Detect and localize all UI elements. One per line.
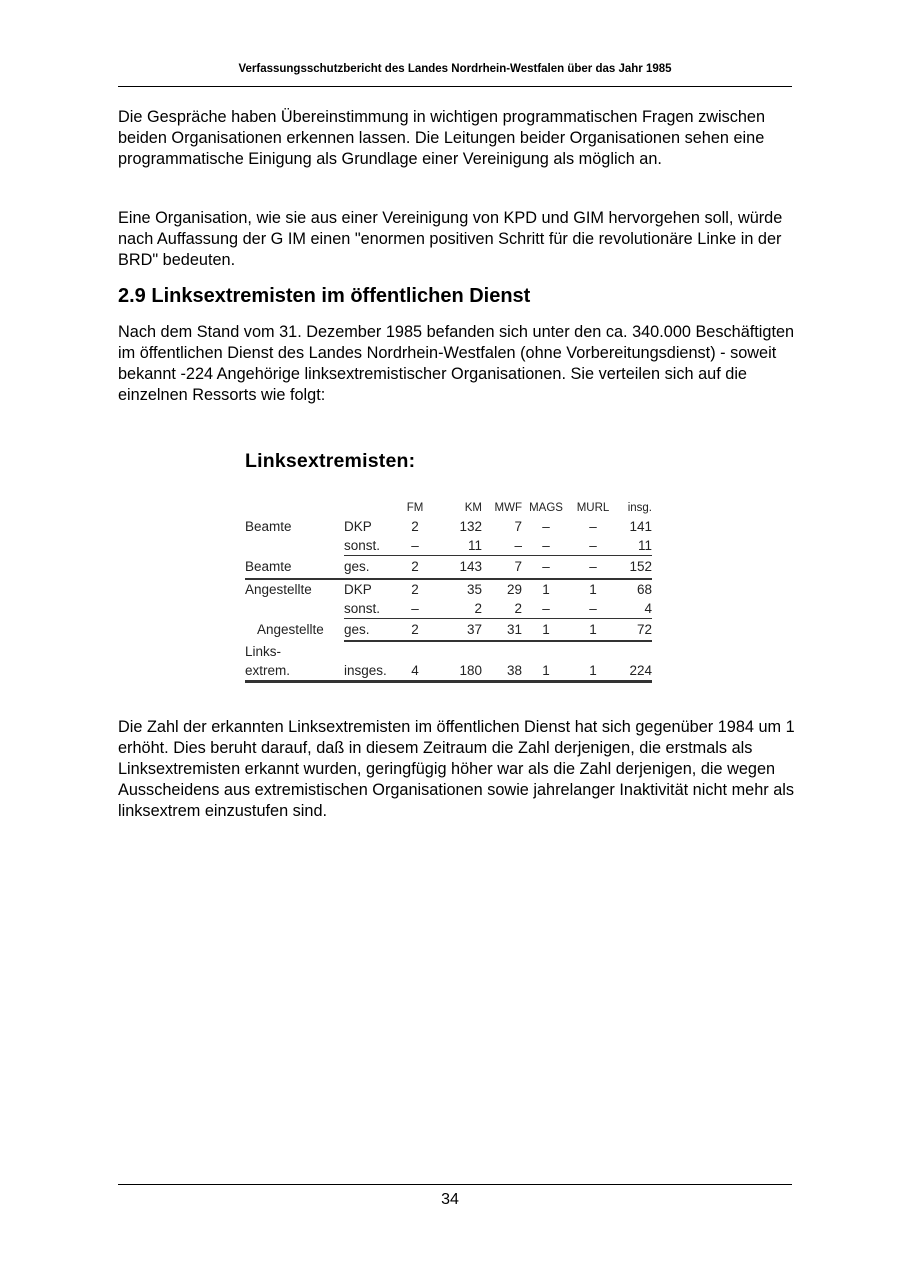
row-sub-label: sonst.	[344, 598, 400, 619]
empty-cell	[344, 500, 400, 517]
row-sub-label	[344, 641, 400, 661]
row-sub-label: DKP	[344, 519, 372, 534]
footer-rule	[118, 1184, 792, 1185]
table-cell: 38	[482, 661, 522, 683]
table-cell: 72	[616, 618, 652, 642]
running-header: Verfassungsschutzbericht des Landes Nord…	[238, 63, 672, 75]
table-cell: 31	[482, 618, 522, 642]
table-cell: 2	[411, 519, 419, 534]
table-cell: 11	[430, 536, 482, 556]
header-rule	[118, 86, 792, 87]
table-cell: 2	[430, 598, 482, 619]
table-cell: 2	[400, 618, 430, 642]
row-sub-label: sonst.	[344, 536, 400, 556]
table-cell: 35	[466, 581, 482, 597]
table-cell: 2	[482, 598, 522, 619]
table-cell: 7	[514, 519, 522, 534]
table-cell: 1	[570, 661, 616, 683]
paragraph-3: Nach dem Stand vom 31. Dezember 1985 bef…	[118, 323, 795, 404]
table-cell: 1	[522, 618, 570, 642]
page-number: 34	[441, 1191, 459, 1208]
table-cell	[570, 641, 616, 661]
row-group-label: extrem.	[245, 661, 344, 683]
table-cell: 4	[616, 598, 652, 619]
table-cell	[522, 641, 570, 661]
table-cell: 1	[522, 661, 570, 683]
table-row: extrem. insges. 4 180 38 1 1 224	[245, 661, 652, 683]
table-cell: –	[400, 598, 430, 619]
table-title: Linksextremisten:	[245, 450, 416, 472]
linksextremisten-table: FM KM MWF MAGS MURL insg. Beamte DKP 2 132 7– –141 s…	[245, 500, 652, 683]
empty-cell	[245, 500, 344, 517]
table-cell: –	[522, 536, 570, 556]
table-cell: 2	[411, 581, 419, 597]
table-row: sonst. –11– – –11	[245, 536, 652, 556]
table-cell: –	[589, 519, 597, 534]
column-header: insg.	[627, 502, 652, 514]
row-sub-label: ges.	[344, 555, 400, 580]
table-row: Beamte DKP 2 132 7 – – 141	[245, 517, 652, 536]
table-cell	[616, 641, 652, 661]
table-cell: –	[542, 519, 550, 534]
section-heading: 2.9 Linksextremisten im öffentlichen Die…	[118, 285, 531, 307]
row-group-label: Angestellte	[245, 581, 312, 597]
column-header: MURL	[576, 502, 610, 514]
table-cell	[400, 641, 430, 661]
table-header-row: FM KM MWF MAGS MURL insg.	[245, 500, 652, 517]
row-group-label: Links-	[245, 643, 282, 659]
table-cell: 152	[616, 555, 652, 580]
table-cell: –	[522, 555, 570, 580]
table-cell: –	[482, 536, 522, 556]
row-sub-label: DKP	[344, 581, 372, 597]
table-row: Angestellte DKP 2 35 29 1 1 68	[245, 579, 652, 599]
table-cell: 29	[506, 581, 522, 597]
table-cell: –	[400, 536, 430, 556]
table-cell: 1	[542, 581, 550, 597]
table-cell	[430, 641, 482, 661]
table-row: Angestellte ges. 2 37 31 1 1 72	[245, 618, 652, 642]
row-group-label	[245, 536, 344, 556]
table-cell: 7	[482, 555, 522, 580]
table-cell: 2	[400, 555, 430, 580]
table-cell: 141	[629, 519, 652, 534]
table-cell: –	[570, 555, 616, 580]
table-cell: 68	[636, 581, 652, 597]
table-cell: 11	[616, 536, 652, 556]
row-group-label	[245, 599, 344, 619]
table-row: sonst. –2 2– –4	[245, 598, 652, 619]
paragraph-4: Die Zahl der erkannten Linksextremisten …	[118, 718, 795, 820]
column-header: KM	[464, 502, 482, 514]
table-cell: 180	[430, 661, 482, 683]
table-cell: –	[570, 598, 616, 619]
table-cell	[482, 641, 522, 661]
table-row: Beamte ges. 2 143 7– –152	[245, 555, 652, 580]
table-cell: 224	[616, 661, 652, 683]
column-header: MWF	[494, 502, 522, 514]
row-group-label: Beamte	[245, 555, 344, 580]
table-cell: 1	[570, 618, 616, 642]
table-cell: –	[570, 536, 616, 556]
row-group-label: Angestellte	[257, 622, 324, 637]
table-cell: 37	[430, 618, 482, 642]
paragraph-1: Die Gespräche haben Übereinstimmung in w…	[118, 108, 766, 168]
row-sub-label: insges.	[344, 661, 400, 683]
column-header: MAGS	[529, 502, 563, 514]
table-cell: –	[522, 598, 570, 619]
column-header: FM	[406, 502, 424, 514]
table-cell: 143	[430, 555, 482, 580]
row-sub-label: ges.	[344, 618, 400, 642]
table-cell: 1	[589, 581, 597, 597]
table-row: Links-	[245, 641, 652, 661]
table-cell: 4	[400, 661, 430, 683]
row-group-label: Beamte	[245, 519, 292, 534]
table-cell: 132	[459, 519, 482, 534]
paragraph-2: Eine Organisation, wie sie aus einer Ver…	[118, 209, 783, 269]
